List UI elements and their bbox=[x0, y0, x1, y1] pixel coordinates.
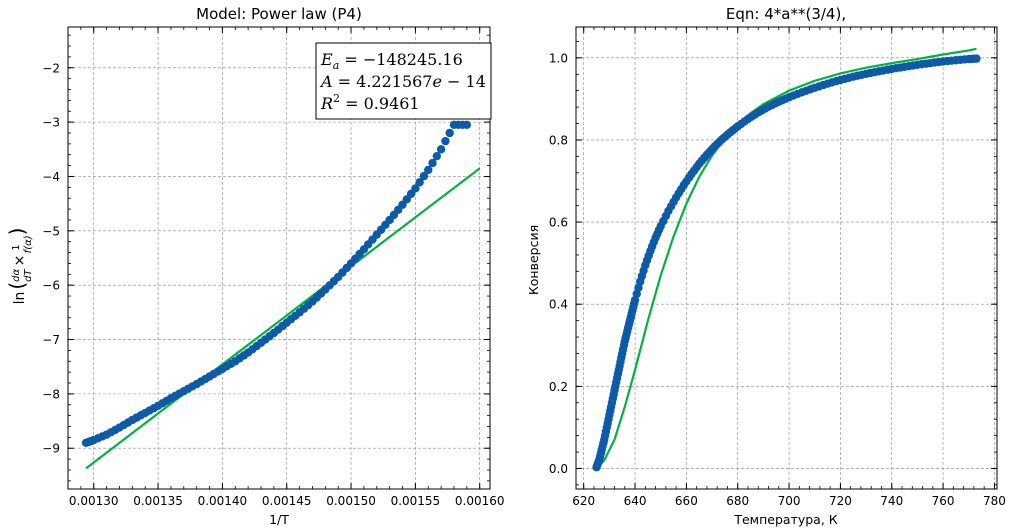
right-fit-line-layer bbox=[595, 47, 977, 470]
annotation-r2: R2 = 0.9461 bbox=[320, 92, 420, 113]
left-x-tick-label: 0.00130 bbox=[69, 494, 119, 508]
right-y-tick-label: 0.4 bbox=[549, 298, 568, 312]
right-grid bbox=[576, 27, 997, 489]
left-fit-line bbox=[85, 167, 481, 470]
left-data-point-interp bbox=[441, 136, 450, 146]
left-y-tick-label: −9 bbox=[42, 442, 60, 456]
right-x-tick-label: 660 bbox=[675, 494, 698, 508]
right-x-tick-label: 640 bbox=[624, 494, 647, 508]
left-x-tick-label: 0.00155 bbox=[391, 494, 441, 508]
right-ticks: 620 640 660 680 700 720 740 760 780 0.0 0.2 0.4 0.6 0… bbox=[549, 27, 1006, 508]
right-x-tick-label: 740 bbox=[880, 494, 903, 508]
left-data-point bbox=[436, 145, 446, 154]
left-plot-frame bbox=[67, 26, 491, 490]
left-ticks: 0.00130 0.00135 0.00140 0.00145 0.00150 0.001… bbox=[42, 27, 505, 508]
right-x-tick-label: 680 bbox=[726, 494, 749, 508]
right-x-tick-label: 700 bbox=[778, 494, 801, 508]
right-x-axis-label: Температура, К bbox=[733, 512, 837, 527]
left-data-point-interp bbox=[419, 171, 429, 181]
left-x-tick-label: 0.00135 bbox=[133, 494, 183, 508]
left-x-tick-label: 0.00150 bbox=[326, 494, 376, 508]
right-chart: Eqn: 4*a**(3/4), 620 640 660 680 700 720 740 76… bbox=[526, 5, 1006, 527]
right-data-point bbox=[972, 54, 981, 63]
annotation-ea: Ea = −148245.16 bbox=[320, 50, 463, 72]
right-chart-title: Eqn: 4*a**(3/4), bbox=[726, 5, 846, 23]
left-y-tick-label: −8 bbox=[42, 387, 60, 401]
left-data-point-interp bbox=[428, 158, 437, 168]
right-y-tick-label: 0.0 bbox=[549, 462, 568, 476]
left-annotation-box: Ea = −148245.16 A = 4.221567e − 14 R2 = … bbox=[315, 42, 492, 120]
left-chart: Model: Power law (P4) 0.00130 0.00135 0.00… bbox=[5, 5, 505, 527]
left-data-point bbox=[424, 165, 433, 175]
left-points-layer bbox=[81, 120, 472, 447]
left-y-tick-label: −4 bbox=[42, 170, 60, 184]
left-data-point bbox=[462, 120, 472, 130]
left-x-tick-label: 0.00160 bbox=[455, 494, 505, 508]
left-y-tick-label: −2 bbox=[42, 61, 60, 75]
right-plot-frame bbox=[575, 26, 998, 490]
annotation-frame bbox=[315, 42, 492, 120]
left-y-tick-label: −3 bbox=[42, 116, 60, 130]
right-x-tick-label: 620 bbox=[572, 494, 595, 508]
left-y-axis-label: ln(dαdT×1f(α)) bbox=[5, 228, 34, 305]
right-y-tick-label: 0.8 bbox=[549, 133, 568, 147]
left-y-tick-label: −6 bbox=[42, 279, 60, 293]
left-y-tick-label: −7 bbox=[42, 333, 60, 347]
right-x-tick-label: 720 bbox=[829, 494, 852, 508]
left-x-tick-label: 0.00140 bbox=[198, 494, 248, 508]
left-data-point-interp bbox=[432, 151, 442, 161]
left-x-axis-label: 1/T bbox=[269, 512, 289, 527]
left-data-point-interp bbox=[445, 128, 454, 138]
right-y-tick-label: 0.6 bbox=[549, 216, 568, 230]
left-data-point-interp bbox=[415, 178, 424, 187]
left-chart-title: Model: Power law (P4) bbox=[196, 5, 362, 23]
right-y-tick-label: 0.2 bbox=[549, 380, 568, 394]
right-y-axis-label: Конверсия bbox=[526, 225, 541, 295]
right-points-layer bbox=[592, 54, 981, 472]
right-fit-line bbox=[595, 47, 977, 470]
left-y-axis-label-text: ln(dαdT×1f(α)) bbox=[5, 228, 34, 305]
left-fit-line-layer bbox=[85, 167, 481, 470]
left-y-tick-label: −5 bbox=[42, 224, 60, 238]
left-x-tick-label: 0.00145 bbox=[262, 494, 312, 508]
annotation-a: A = 4.221567e − 14 bbox=[319, 72, 486, 91]
right-x-tick-label: 780 bbox=[983, 494, 1006, 508]
right-x-tick-label: 760 bbox=[932, 494, 955, 508]
right-y-tick-label: 1.0 bbox=[549, 51, 568, 65]
left-data-point bbox=[411, 184, 420, 193]
